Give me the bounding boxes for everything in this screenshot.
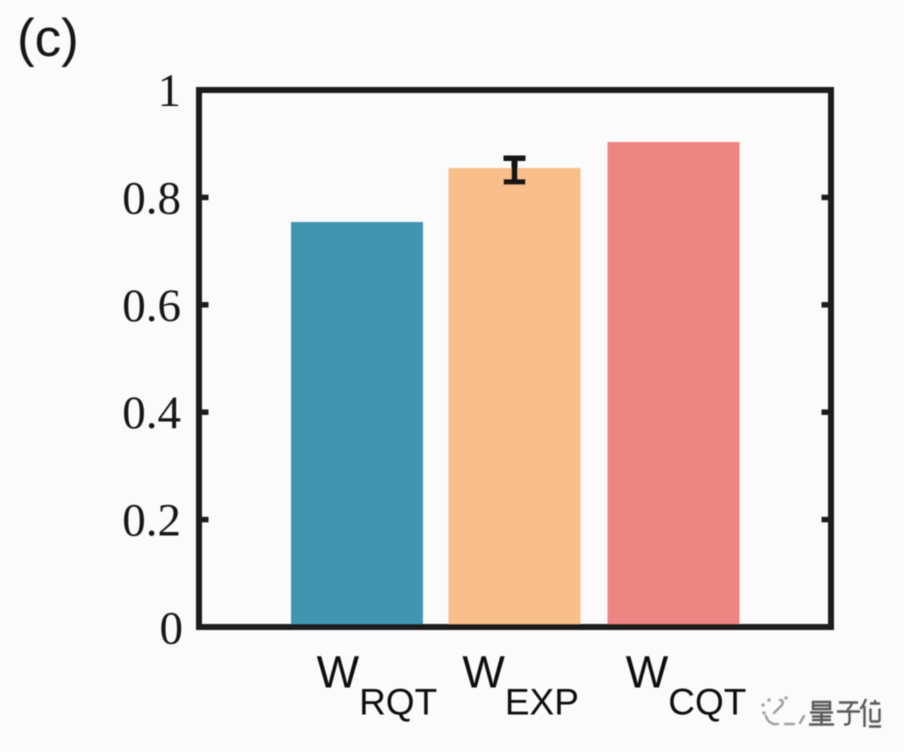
svg-text:0.6: 0.6 [122, 280, 181, 332]
svg-text:0.4: 0.4 [122, 387, 181, 439]
svg-text:0.8: 0.8 [122, 172, 181, 224]
svg-text:0.2: 0.2 [122, 495, 181, 547]
svg-text:0: 0 [160, 603, 184, 655]
svg-text:1: 1 [158, 65, 182, 117]
svg-text:(c): (c) [17, 9, 79, 68]
